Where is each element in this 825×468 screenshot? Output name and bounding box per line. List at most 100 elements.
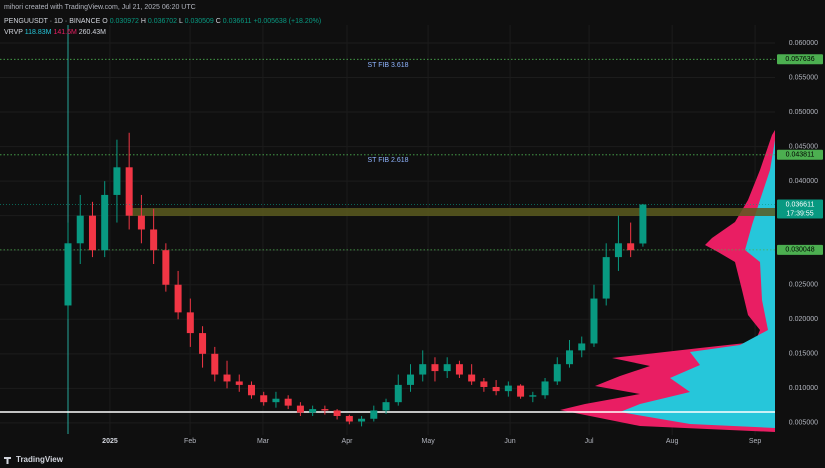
profile-cyan xyxy=(620,140,775,428)
candle-body xyxy=(125,167,133,216)
candle-body xyxy=(260,395,268,403)
candle-body xyxy=(150,229,158,251)
change: +0.005638 (+18.20%) xyxy=(253,18,321,25)
level-label: 0.057636 xyxy=(785,56,814,63)
candle-body xyxy=(211,353,219,375)
candle-body xyxy=(517,385,525,397)
candle-body xyxy=(370,410,378,419)
candle-body xyxy=(162,250,170,285)
ohlc-value: 0.030972 xyxy=(110,18,139,25)
candle-body xyxy=(590,298,598,344)
ohlc-value: 0.036702 xyxy=(148,18,177,25)
candle-body xyxy=(358,418,366,422)
candle-body xyxy=(480,381,488,387)
level-badge xyxy=(777,149,823,160)
y-tick-label: 0.005000 xyxy=(789,420,818,427)
candle-body xyxy=(553,364,561,382)
indicator-value: 118.83M xyxy=(25,29,52,36)
candle-body xyxy=(443,364,451,372)
ohlc-key: H xyxy=(141,18,146,25)
candle-body xyxy=(296,405,304,413)
y-tick-label: 0.015000 xyxy=(789,351,818,358)
indicator-value: 141.6M xyxy=(53,29,77,36)
candle-body xyxy=(199,333,207,354)
ohlc-key: O xyxy=(102,18,108,25)
candle-body xyxy=(137,215,145,230)
x-tick-label: Jul xyxy=(585,438,594,445)
candle-body xyxy=(578,343,586,351)
candle-body xyxy=(529,395,537,397)
candle-body xyxy=(235,381,243,385)
fib-label: ST FIB 2.618 xyxy=(367,157,408,164)
x-tick-label: Jun xyxy=(504,438,515,445)
indicator-name: VRVP xyxy=(4,29,23,36)
y-tick-label: 0.045000 xyxy=(789,143,818,150)
ohlc-key: C xyxy=(216,18,221,25)
fib-label: ST FIB 3.618 xyxy=(367,62,408,69)
level-label: 0.030048 xyxy=(785,247,814,254)
candle-body xyxy=(566,350,574,365)
candle-body xyxy=(333,410,341,416)
candle-body xyxy=(113,167,121,195)
ohlc-key: L xyxy=(179,18,183,25)
x-tick-label: Aug xyxy=(666,438,679,445)
candle-body xyxy=(431,364,439,372)
candle-body xyxy=(345,415,353,422)
candle-body xyxy=(174,284,182,313)
footer-bar xyxy=(0,452,825,468)
resistance-band xyxy=(130,208,775,216)
candle-body xyxy=(492,386,500,392)
ohlc-value: 0.030509 xyxy=(185,18,214,25)
header: PENGUUSDT · 1D · BINANCE O 0.030972 H 0.… xyxy=(4,18,321,25)
candle-body xyxy=(406,374,414,385)
x-tick-label: Feb xyxy=(184,438,196,445)
candle-body xyxy=(627,243,635,251)
candle-body xyxy=(272,398,280,403)
x-tick-label: Apr xyxy=(342,438,354,445)
y-tick-label: 0.055000 xyxy=(789,74,818,81)
y-tick-label: 0.025000 xyxy=(789,282,818,289)
y-tick-label: 0.050000 xyxy=(789,109,818,116)
volume-profile xyxy=(560,130,775,432)
countdown: 17:39:55 xyxy=(786,210,813,217)
candle-body xyxy=(321,409,329,411)
level-badge xyxy=(777,54,823,65)
indicator-value: 260.43M xyxy=(79,29,106,36)
candle-body xyxy=(614,243,622,258)
watermark: mihori created with TradingView.com, Jul… xyxy=(4,4,196,11)
footer-logo: TradingView xyxy=(16,455,64,464)
candle-body xyxy=(504,385,512,392)
x-tick-label: 2025 xyxy=(102,438,118,445)
x-tick-label: May xyxy=(421,438,435,445)
level-badge xyxy=(777,244,823,255)
y-tick-label: 0.060000 xyxy=(789,40,818,47)
last-price-label: 0.036611 xyxy=(786,201,815,208)
candle-body xyxy=(309,409,317,413)
candle-body xyxy=(101,194,109,251)
candle-body xyxy=(419,364,427,375)
y-tick-label: 0.020000 xyxy=(789,316,818,323)
indicator: VRVP 118.83M 141.6M 260.43M xyxy=(4,29,106,36)
y-tick-label: 0.010000 xyxy=(789,385,818,392)
candle-body xyxy=(382,402,390,411)
ohlc-value: 0.036611 xyxy=(223,18,252,25)
y-tick-label: 0.040000 xyxy=(789,178,818,185)
candle-body xyxy=(468,374,476,382)
level-label: 0.043811 xyxy=(786,152,815,159)
symbol: PENGUUSDT · 1D · BINANCE xyxy=(4,18,101,25)
candle-body xyxy=(284,398,292,406)
candle-body xyxy=(639,204,647,244)
candle-body xyxy=(602,257,610,299)
x-tick-label: Mar xyxy=(257,438,270,445)
candle-body xyxy=(64,243,72,306)
candle-body xyxy=(394,384,402,403)
candle-body xyxy=(455,364,463,375)
last-price-badge xyxy=(777,199,823,219)
candle-body xyxy=(88,215,96,251)
candle-body xyxy=(76,215,84,244)
candle-body xyxy=(247,384,255,396)
x-tick-label: Sep xyxy=(749,438,762,445)
logo-icon xyxy=(4,457,11,464)
